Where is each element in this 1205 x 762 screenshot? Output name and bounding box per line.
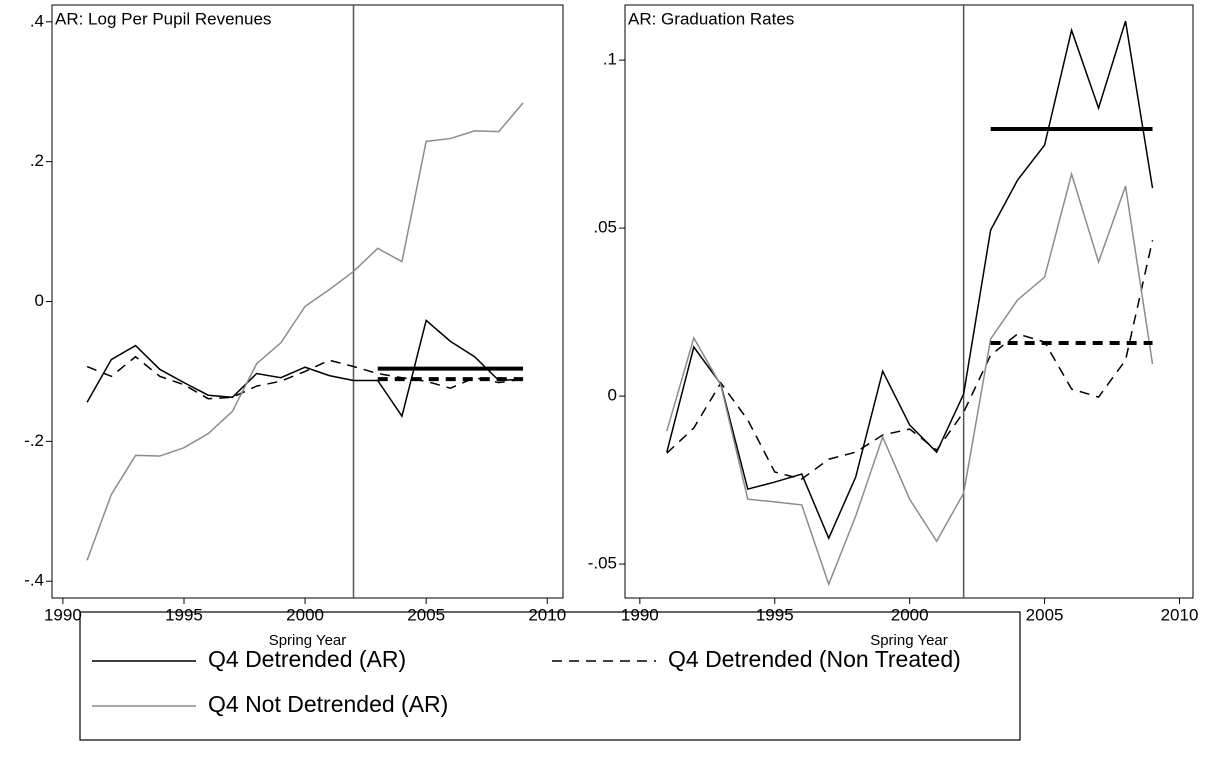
chart-title: AR: Graduation Rates: [628, 9, 794, 28]
x-tick-label: 1990: [44, 605, 82, 624]
series-line: [86, 355, 524, 400]
y-tick-label: .2: [30, 151, 44, 170]
x-tick-label: 2005: [407, 605, 445, 624]
series-line: [86, 102, 524, 561]
legend-label: Q4 Not Detrended (AR): [208, 691, 448, 717]
y-tick-label: -.2: [24, 431, 44, 450]
x-tick-label: 2010: [1161, 605, 1199, 624]
series-line: [86, 319, 524, 418]
legend-label: Q4 Detrended (AR): [208, 646, 406, 672]
y-tick-label: -.4: [24, 571, 44, 590]
series-line: [666, 240, 1154, 480]
x-tick-label: 2000: [891, 605, 929, 624]
chart-title: AR: Log Per Pupil Revenues: [55, 9, 271, 28]
series-line: [666, 171, 1154, 587]
series-line: [666, 20, 1154, 541]
legend-box: [79, 611, 1021, 741]
x-tick-label: 1995: [165, 605, 203, 624]
y-tick-label: 0: [35, 291, 44, 310]
y-tick-label: .05: [593, 218, 617, 237]
x-tick-label: 1995: [756, 605, 794, 624]
y-tick-label: .4: [30, 11, 44, 30]
y-tick-label: .1: [603, 50, 617, 69]
legend-label: Q4 Detrended (Non Treated): [668, 646, 961, 672]
plot-area: [624, 4, 1194, 599]
plot-area: [51, 4, 564, 599]
y-tick-label: -.05: [588, 554, 617, 573]
x-tick-label: 2010: [528, 605, 566, 624]
x-tick-label: 1990: [621, 605, 659, 624]
x-axis-label: Spring Year: [870, 632, 948, 649]
x-tick-label: 2000: [286, 605, 324, 624]
x-axis-label: Spring Year: [269, 632, 347, 649]
x-tick-label: 2005: [1026, 605, 1064, 624]
y-tick-label: 0: [608, 386, 617, 405]
